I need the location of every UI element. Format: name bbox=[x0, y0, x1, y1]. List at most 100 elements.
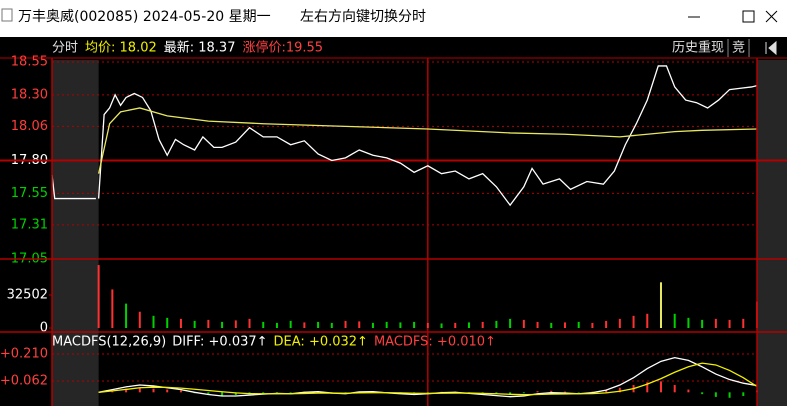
macd-bar bbox=[138, 387, 141, 393]
info-item: 均价: 18.02 bbox=[85, 41, 157, 56]
volume-bar bbox=[152, 315, 155, 328]
macd-bar bbox=[687, 389, 690, 393]
volume-bar bbox=[289, 320, 292, 328]
volume-bar bbox=[426, 322, 429, 328]
volume-bar bbox=[646, 313, 649, 328]
volume-bar bbox=[673, 313, 676, 328]
macd-bar bbox=[179, 390, 182, 393]
macd-bar bbox=[234, 392, 237, 396]
volume-bar bbox=[714, 318, 717, 328]
macd-bar bbox=[166, 389, 169, 393]
y-tick-label: +0.210 bbox=[0, 347, 48, 362]
macd-bar bbox=[550, 390, 553, 393]
volume-bar bbox=[166, 317, 169, 328]
volume-bar bbox=[234, 320, 237, 328]
after-hours-zone bbox=[757, 60, 787, 406]
volume-bar bbox=[179, 318, 182, 328]
volume-bar bbox=[317, 321, 320, 328]
y-tick-label: 18.06 bbox=[11, 119, 48, 134]
macd-bar bbox=[289, 392, 292, 394]
y-tick-label: 32502 bbox=[7, 288, 48, 303]
volume-bar bbox=[262, 321, 265, 328]
macd-bar bbox=[659, 381, 662, 393]
volume-bar bbox=[330, 322, 333, 328]
close-button[interactable] bbox=[765, 10, 778, 23]
info-item: 最新: 18.37 bbox=[164, 40, 236, 56]
info-item: 分时 bbox=[52, 41, 78, 56]
volume-bar bbox=[138, 311, 141, 328]
chart-area bbox=[0, 37, 787, 406]
macd-bar bbox=[701, 392, 704, 395]
series-line bbox=[97, 65, 758, 207]
volume-bar bbox=[701, 319, 704, 328]
macd-bar bbox=[509, 392, 512, 395]
volume-bar bbox=[125, 303, 128, 328]
volume-bar bbox=[440, 323, 443, 328]
app-icon bbox=[1, 8, 13, 22]
volume-bar bbox=[618, 318, 621, 328]
info-item: 涨停价:19.55 bbox=[242, 40, 323, 56]
volume-bar bbox=[577, 321, 580, 328]
volume-bar bbox=[111, 289, 114, 328]
macd-bar bbox=[605, 390, 608, 393]
macd-bar bbox=[522, 392, 525, 394]
volume-bar bbox=[522, 319, 525, 328]
volume-bar bbox=[509, 318, 512, 328]
volume-bar bbox=[399, 322, 402, 328]
volume-bar bbox=[413, 321, 416, 328]
toolbar-button[interactable]: 竞 bbox=[732, 40, 745, 56]
macd-bar bbox=[742, 392, 745, 396]
title-bar bbox=[0, 0, 787, 37]
toolbar-button[interactable]: 历史重现 bbox=[672, 40, 724, 56]
macd-bar bbox=[577, 392, 580, 393]
volume-bar bbox=[481, 321, 484, 328]
volume-bar bbox=[371, 322, 374, 328]
macd-bar bbox=[152, 388, 155, 393]
volume-bar bbox=[193, 320, 196, 328]
y-tick-label: +0.062 bbox=[0, 374, 48, 389]
macd-bar bbox=[207, 392, 210, 395]
volume-bar bbox=[536, 321, 539, 328]
y-tick-label: 17.31 bbox=[11, 217, 48, 232]
macd-bar bbox=[536, 391, 539, 393]
volume-bar bbox=[207, 319, 210, 328]
volume-bar bbox=[467, 322, 470, 328]
maximize-button[interactable] bbox=[742, 10, 755, 23]
volume-bar bbox=[605, 320, 608, 328]
macd-bar bbox=[646, 382, 649, 393]
volume-bar bbox=[275, 322, 278, 328]
macd-bar bbox=[426, 392, 429, 394]
volume-bar bbox=[97, 265, 100, 328]
macd-header: MACDFS: +0.010↑ bbox=[374, 335, 496, 350]
volume-bar bbox=[728, 319, 731, 328]
y-tick-label: 18.55 bbox=[11, 55, 48, 70]
y-tick-label: 0 bbox=[40, 321, 48, 336]
macd-header: DIFF: +0.037↑ bbox=[172, 335, 267, 350]
macd-bar bbox=[563, 391, 566, 393]
macd-bar bbox=[221, 392, 224, 396]
volume-bar bbox=[358, 321, 361, 328]
volume-bar bbox=[632, 315, 635, 328]
volume-bar bbox=[221, 321, 224, 328]
volume-bar bbox=[659, 282, 662, 328]
macd-header: DEA: +0.032↑ bbox=[274, 335, 368, 350]
window-title: 万丰奥威(002085) 2024-05-20 星期一 bbox=[18, 8, 271, 25]
series-line bbox=[98, 362, 758, 396]
window-hint: 左右方向键切换分时 bbox=[300, 8, 426, 25]
volume-bar bbox=[591, 322, 594, 328]
pin-icon[interactable] bbox=[765, 40, 777, 56]
volume-bar bbox=[454, 322, 457, 328]
macd-header: MACDFS(12,26,9) bbox=[52, 335, 166, 350]
volume-bar bbox=[248, 318, 251, 328]
volume-bar bbox=[495, 320, 498, 328]
macd-bar bbox=[275, 392, 278, 394]
volume-bar bbox=[550, 322, 553, 328]
y-tick-label: 17.55 bbox=[11, 186, 48, 201]
volume-bar bbox=[385, 321, 388, 328]
macd-bar bbox=[591, 391, 594, 393]
macd-bar bbox=[262, 392, 265, 394]
volume-bar bbox=[344, 320, 347, 328]
y-tick-label: 18.30 bbox=[11, 87, 48, 102]
series-line bbox=[51, 174, 96, 200]
